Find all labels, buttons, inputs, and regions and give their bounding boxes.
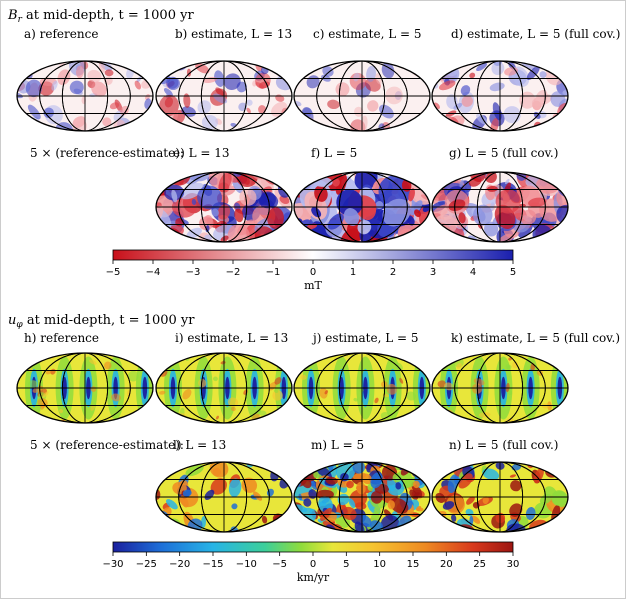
- colorbar-tick-label: 20: [440, 559, 453, 570]
- colorbar-tick-label: 25: [473, 559, 486, 570]
- map-b-br-estimate-l13: [155, 60, 293, 132]
- panel-label-j: j) estimate, L = 5: [311, 331, 419, 345]
- colorbar-tick-label: 0: [310, 559, 316, 570]
- panel-label-e: e) L = 13: [173, 146, 230, 160]
- colorbar-tick-label: 2: [390, 267, 396, 278]
- map-f-br-diff-l5: [293, 171, 431, 243]
- uphi-colorbar: [112, 541, 514, 553]
- br-colorbar: [112, 249, 514, 261]
- panel-label-c: c) estimate, L = 5: [313, 27, 422, 41]
- colorbar-tick-label: 3: [430, 267, 436, 278]
- colorbar-tick-label: 10: [373, 559, 386, 570]
- colorbar-tick-label: 15: [407, 559, 420, 570]
- map-d-br-estimate-l5-full: [431, 60, 569, 132]
- colorbar-tick-label: −3: [186, 267, 201, 278]
- colorbar-tick-label: 30: [507, 559, 520, 570]
- panel-label-a: a) reference: [24, 27, 98, 41]
- colorbar-tick-label: −25: [136, 559, 157, 570]
- panel-label-d: d) estimate, L = 5 (full cov.): [451, 27, 620, 41]
- colorbar-tick-label: 5: [510, 267, 516, 278]
- br-colorbar-unit: mT: [304, 279, 322, 292]
- map-k-uphi-estimate-l5-full: [431, 352, 569, 424]
- colorbar-tick-label: 5: [343, 559, 349, 570]
- map-outline: [431, 171, 569, 243]
- map-outline: [155, 352, 293, 424]
- colorbar-tick-label: 0: [310, 267, 316, 278]
- map-outline: [293, 60, 431, 132]
- panel-label-i: i) estimate, L = 13: [175, 331, 288, 345]
- panel-label-h: h) reference: [24, 331, 99, 345]
- map-a-br-reference: [16, 60, 154, 132]
- colorbar-tick-label: −10: [236, 559, 257, 570]
- map-outline: [293, 171, 431, 243]
- map-outline: [155, 60, 293, 132]
- panel-label-f: f) L = 5: [311, 146, 357, 160]
- colorbar-tick-label: −5: [272, 559, 287, 570]
- map-j-uphi-estimate-l5: [293, 352, 431, 424]
- uphi-colorbar-ticks: −30 −25 −20 −15 −10 −5 0 5 10 15 20 25 30: [102, 552, 519, 570]
- colorbar-tick-label: −30: [102, 559, 123, 570]
- colorbar-tick-label: −5: [106, 267, 121, 278]
- colorbar-tick-label: −4: [146, 267, 161, 278]
- map-outline: [16, 60, 154, 132]
- panel-label-l: l) L = 13: [173, 438, 226, 452]
- map-e-br-diff-l13: [155, 171, 293, 243]
- map-outline: [431, 60, 569, 132]
- map-n-uphi-diff-l5-full: [431, 461, 569, 533]
- map-m-uphi-diff-l5: [293, 461, 431, 533]
- uphi-header: uφ at mid-depth, t = 1000 yr: [8, 313, 195, 330]
- br-colorbar-ticks: −5 −4 −3 −2 −1 0 1 2 3 4 5: [106, 260, 516, 278]
- map-outline: [155, 171, 293, 243]
- map-outline: [431, 352, 569, 424]
- uphi-diff-label: 5 × (reference-estimate):: [30, 438, 184, 452]
- map-h-uphi-reference: [16, 352, 154, 424]
- panel-label-g: g) L = 5 (full cov.): [449, 146, 558, 160]
- uphi-colorbar-unit: km/yr: [297, 571, 330, 584]
- panel-label-n: n) L = 5 (full cov.): [449, 438, 558, 452]
- map-outline: [16, 352, 154, 424]
- map-outline: [155, 461, 293, 533]
- map-outline: [293, 461, 431, 533]
- colorbar-tick-label: −2: [226, 267, 241, 278]
- br-header: Br at mid-depth, t = 1000 yr: [7, 8, 194, 25]
- map-outline: [431, 461, 569, 533]
- panel-label-k: k) estimate, L = 5 (full cov.): [451, 331, 620, 345]
- colorbar-tick-label: −20: [169, 559, 190, 570]
- br-diff-label: 5 × (reference-estimate):: [30, 146, 184, 160]
- map-c-br-estimate-l5: [293, 60, 431, 132]
- panel-label-b: b) estimate, L = 13: [175, 27, 292, 41]
- map-i-uphi-estimate-l13: [155, 352, 293, 424]
- colorbar-tick-label: 1: [350, 267, 356, 278]
- panel-label-m: m) L = 5: [311, 438, 364, 452]
- map-g-br-diff-l5-full: [431, 171, 569, 243]
- colorbar-tick-label: −1: [266, 267, 281, 278]
- map-outline: [293, 352, 431, 424]
- colorbar-tick-label: 4: [470, 267, 476, 278]
- colorbar-tick-label: −15: [202, 559, 223, 570]
- map-l-uphi-diff-l13: [155, 461, 293, 533]
